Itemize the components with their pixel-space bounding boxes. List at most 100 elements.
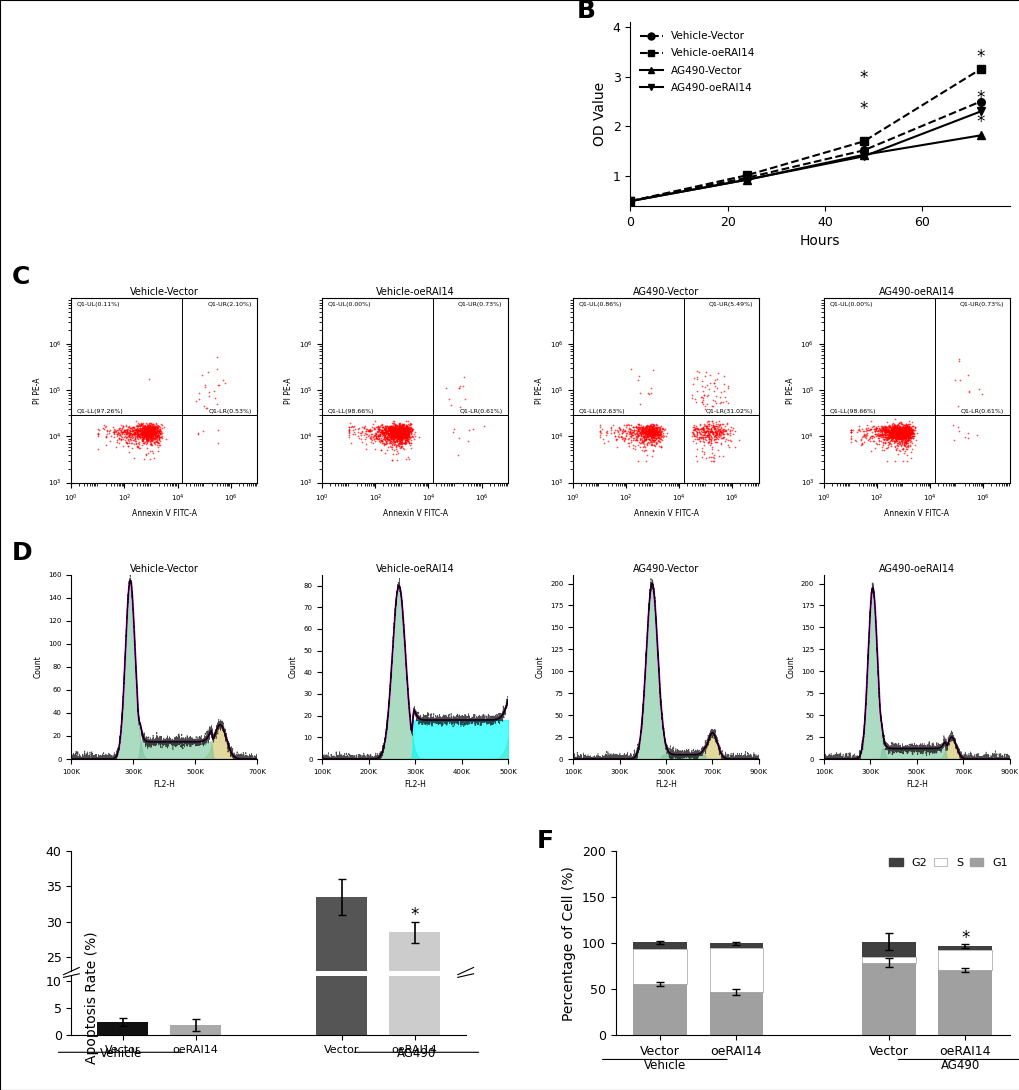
Point [130,435,147,452]
Bar [428,161,429,174]
Point [707,424,723,441]
Point [397,427,414,445]
Point [855,425,871,443]
Point [391,435,408,452]
Point [893,423,909,440]
Point [135,431,151,448]
Bar [422,132,423,145]
Point [871,426,888,444]
Bar [375,46,376,60]
Point [882,429,899,447]
Point [395,421,412,438]
Point [397,416,414,434]
Point [898,429,914,447]
Point [633,423,649,440]
Point [887,425,903,443]
Point [147,433,163,450]
Point [136,424,152,441]
Point [139,422,155,439]
Point [643,421,659,438]
Point [383,429,399,447]
Bar [275,84,276,99]
Bar [437,102,438,116]
Point [383,427,399,445]
Point [652,425,668,443]
Point [392,432,409,449]
Point [118,434,135,451]
Point [397,419,414,436]
Point [395,429,412,447]
Bar [204,52,206,68]
Point [889,425,905,443]
Point [703,412,719,429]
Bar [347,102,348,116]
Point [707,434,723,451]
Point [122,425,139,443]
Point [638,424,654,441]
Point [398,417,415,435]
Bar [353,132,354,145]
Point [614,422,631,439]
Point [645,431,661,448]
Point [340,421,357,438]
Bar [346,132,347,145]
Point [717,415,734,433]
Point [893,432,909,449]
Point [137,428,153,446]
Point [141,414,157,432]
Bar [381,102,382,116]
Point [378,427,394,445]
Point [140,420,156,437]
Bar [393,72,394,86]
Point [398,417,415,435]
Point [370,420,386,437]
Point [144,423,160,440]
Point [363,431,379,448]
Bar [341,46,342,60]
Point [887,420,903,437]
Point [896,422,912,439]
Point [117,425,133,443]
Point [898,424,914,441]
Point [398,416,415,434]
Point [876,420,893,437]
Point [146,428,162,446]
Bar [471,52,473,68]
Point [135,432,151,449]
Bar [167,112,481,133]
Point [389,427,406,445]
Point [117,417,133,435]
Legend: Vehicle-Vector, Vehicle-oeRAI14, AG490-Vector, AG490-oeRAI14: Vehicle-Vector, Vehicle-oeRAI14, AG490-V… [635,27,759,97]
Point [149,420,165,437]
Bar [428,84,430,99]
Bar [380,72,381,86]
Bar [315,116,317,130]
Bar [433,102,434,116]
Point [140,421,156,438]
Bar [321,72,323,86]
Point [131,439,148,457]
Bar [396,72,398,86]
Point [875,441,892,459]
Point [598,424,614,441]
Bar [394,46,395,60]
Point [878,428,895,446]
Point [107,421,123,438]
Point [123,434,140,451]
Point [700,434,716,451]
Point [126,420,143,437]
Point [371,425,387,443]
Point [901,429,917,447]
Bar [329,46,330,60]
Bar [350,84,352,99]
Bar [288,116,290,130]
Bar [311,70,503,89]
Bar [212,52,213,68]
Bar [369,102,370,116]
Point [143,424,159,441]
Bar [307,116,308,130]
Point [901,427,917,445]
Bar [470,46,472,60]
Bar [233,52,234,68]
Point [883,421,900,438]
